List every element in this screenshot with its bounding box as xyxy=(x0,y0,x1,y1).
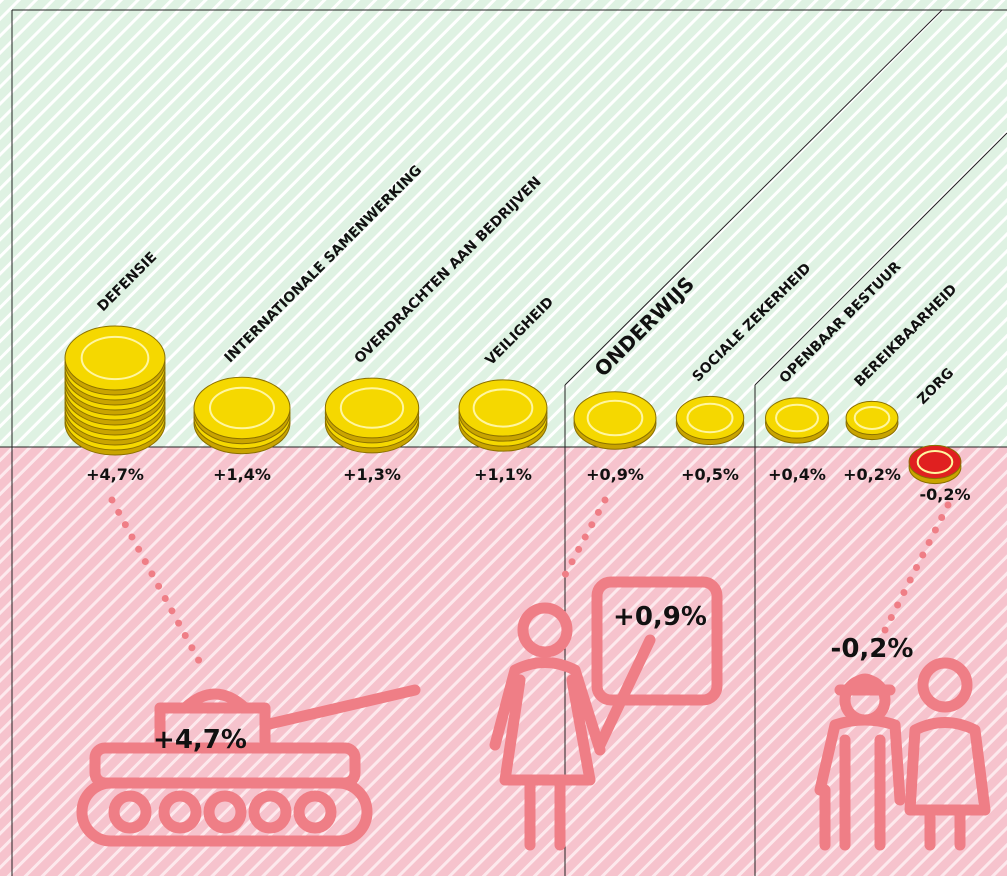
coin-stack xyxy=(909,445,961,483)
coin xyxy=(194,377,290,438)
coin-stack xyxy=(574,392,656,449)
coin-stack xyxy=(65,326,165,455)
value-label: +1,4% xyxy=(213,465,271,484)
infographic: +4,7% +0,9% -0,2% DEFENSIE+4,7%INTERNATI… xyxy=(0,0,1007,876)
value-label: +0,5% xyxy=(681,465,739,484)
value-label: +1,1% xyxy=(474,465,532,484)
coin xyxy=(65,326,165,390)
coin-stack xyxy=(194,377,290,453)
coin xyxy=(574,392,656,444)
coin xyxy=(325,378,418,438)
highlight-label: +4,7% xyxy=(153,725,247,755)
coin-stack xyxy=(459,380,547,451)
value-label: +1,3% xyxy=(343,465,401,484)
value-label: -0,2% xyxy=(919,485,970,504)
coin-stack xyxy=(766,398,829,443)
highlight-label: +0,9% xyxy=(613,602,707,632)
coin-stack xyxy=(846,401,898,439)
value-label: +4,7% xyxy=(86,465,144,484)
highlight-label: -0,2% xyxy=(831,634,914,664)
coin-stack xyxy=(676,396,743,444)
coin xyxy=(459,380,547,436)
value-label: +0,4% xyxy=(768,465,826,484)
value-label: +0,2% xyxy=(843,465,901,484)
value-label: +0,9% xyxy=(586,465,644,484)
coin-stack xyxy=(325,378,418,453)
